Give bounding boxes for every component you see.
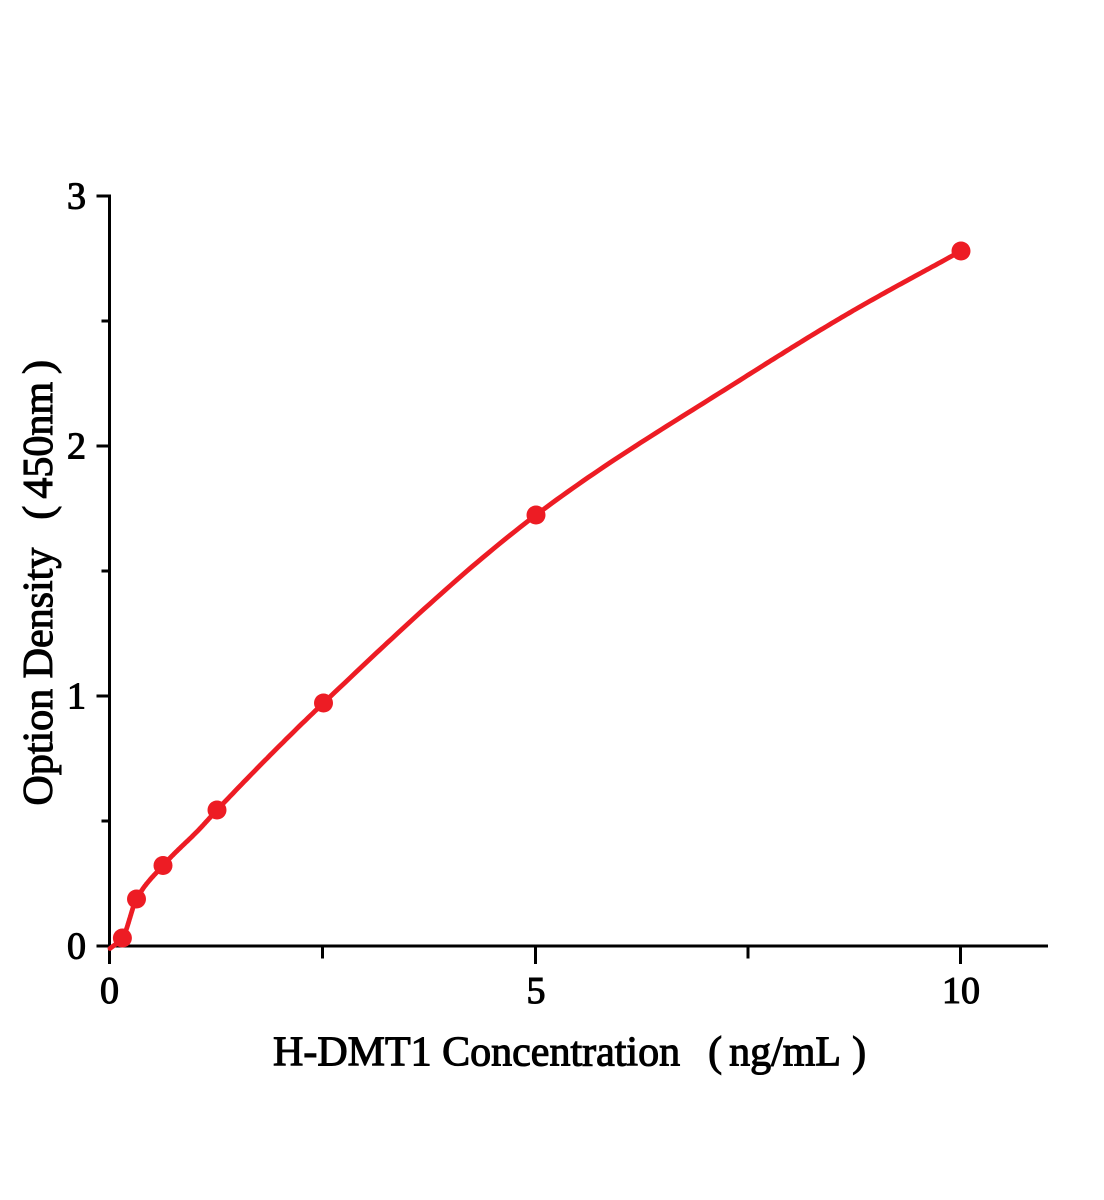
- svg-text:10: 10: [942, 970, 980, 1012]
- svg-text:0: 0: [67, 926, 86, 968]
- svg-text:3: 3: [67, 176, 86, 218]
- svg-text:Option Density(450nm): Option Density(450nm): [16, 360, 62, 806]
- svg-text:5: 5: [527, 970, 546, 1012]
- svg-text:H-DMT1 Concentration(ng/mL): H-DMT1 Concentration(ng/mL): [273, 1030, 866, 1076]
- svg-text:0: 0: [100, 970, 119, 1012]
- svg-text:1: 1: [67, 676, 86, 718]
- svg-text:2: 2: [67, 426, 86, 468]
